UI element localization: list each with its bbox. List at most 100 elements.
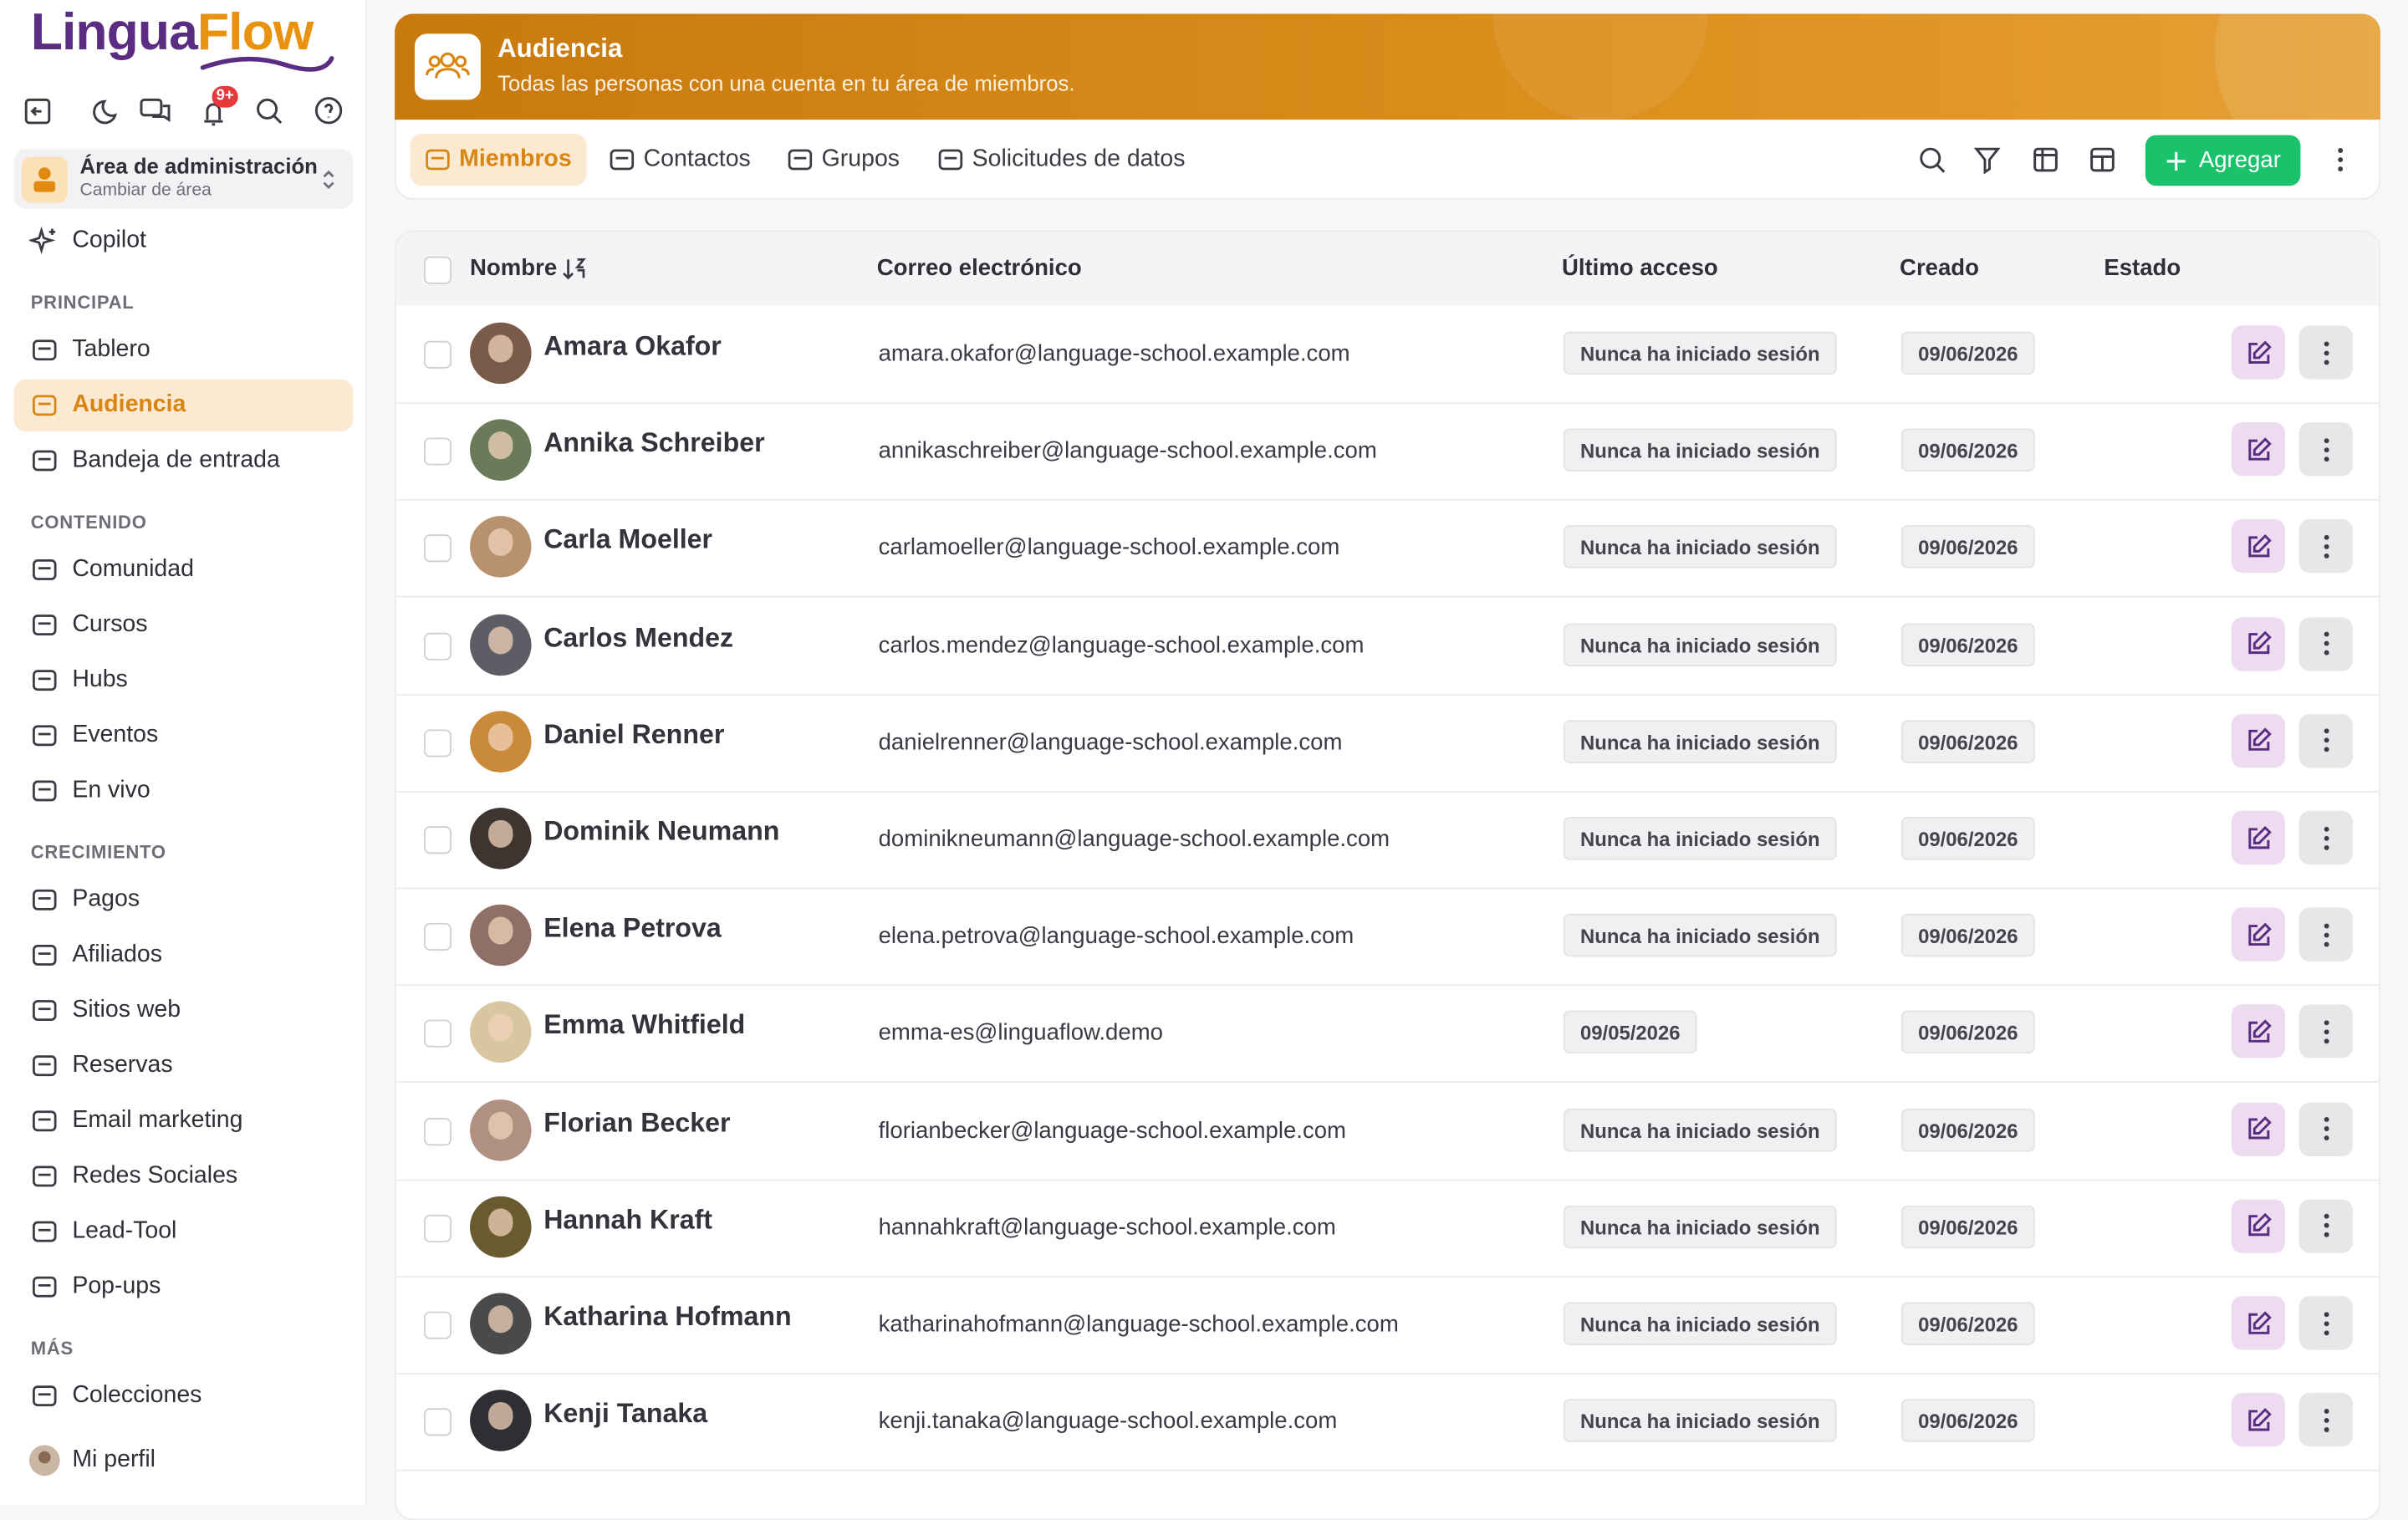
row-checkbox[interactable]: [423, 729, 452, 757]
table-row[interactable]: Hannah Kraft hannahkraft@language-school.…: [395, 1179, 2380, 1278]
nav-item[interactable]: Copilot: [14, 215, 354, 267]
nav-item[interactable]: Reservas: [14, 1039, 354, 1091]
edit-button[interactable]: [2231, 325, 2286, 380]
row-checkbox[interactable]: [423, 923, 452, 951]
nav-item[interactable]: Lead-Tool: [14, 1206, 354, 1257]
table-row[interactable]: Katharina Hofmann katharinahofmann@langua…: [395, 1276, 2380, 1375]
edit-button[interactable]: [2231, 519, 2286, 574]
row-checkbox[interactable]: [423, 1214, 452, 1242]
created-date: 09/06/2026: [1900, 428, 2035, 472]
chevrons: [323, 170, 334, 190]
sort-icon[interactable]: [562, 255, 589, 283]
edit-button[interactable]: [2231, 1199, 2286, 1253]
tab[interactable]: Grupos: [773, 134, 916, 186]
more-button[interactable]: [2298, 1102, 2353, 1156]
more-button[interactable]: [2298, 422, 2353, 477]
nav-item[interactable]: Audiencia: [13, 379, 354, 432]
edit-icon: [2247, 1116, 2271, 1140]
nav-item[interactable]: Pagos: [14, 874, 354, 926]
edit-button[interactable]: [2231, 713, 2286, 768]
nav-item[interactable]: Sitios web: [14, 984, 354, 1036]
more-button[interactable]: [2298, 1393, 2353, 1447]
more-icon: [2323, 728, 2329, 752]
table-row[interactable]: Dominik Neumann dominikneumann@language-s…: [395, 791, 2380, 890]
row-checkbox[interactable]: [423, 1311, 452, 1339]
row-checkbox[interactable]: [423, 826, 452, 854]
table-row[interactable]: Elena Petrova elena.petrova@language-scho…: [395, 888, 2380, 987]
table-row[interactable]: Daniel Renner danielrenner@language-schoo…: [395, 694, 2380, 793]
deco: [2214, 13, 2380, 120]
edit-button[interactable]: [2231, 422, 2286, 477]
nav-item[interactable]: Mi perfil: [14, 1435, 354, 1487]
last-access: Nunca ha iniciado sesión: [1563, 428, 1837, 472]
nav-item[interactable]: Redes Sociales: [14, 1150, 354, 1202]
avatar-face: [488, 1111, 513, 1140]
nav-item[interactable]: Colecciones: [14, 1370, 354, 1421]
area-title: Área de administración: [79, 153, 318, 179]
more-button[interactable]: [2298, 907, 2353, 962]
table-row[interactable]: Annika Schreiber annikaschreiber@language…: [395, 403, 2380, 502]
nav-icon: [33, 780, 57, 802]
edit-button[interactable]: [2231, 1393, 2286, 1447]
nav-item[interactable]: Comunidad: [14, 543, 354, 595]
select-all[interactable]: [423, 256, 452, 284]
edit-button[interactable]: [2231, 907, 2286, 962]
more-button[interactable]: [2298, 1199, 2353, 1253]
tab[interactable]: Contactos: [594, 134, 766, 186]
member-name: Daniel Renner: [543, 718, 725, 749]
member-email: amara.okafor@language-school.example.com: [878, 340, 1350, 367]
nav-item[interactable]: Eventos: [14, 710, 354, 762]
more-button[interactable]: [2298, 1296, 2353, 1350]
area-switcher[interactable]: Área de administración Cambiar de área: [13, 149, 354, 209]
edit-button[interactable]: [2231, 810, 2286, 865]
nav-item[interactable]: Afiliados: [14, 929, 354, 981]
add-button[interactable]: Agregar: [2145, 135, 2301, 186]
tab[interactable]: Solicitudes de datos: [923, 134, 1201, 186]
table-row[interactable]: Kenji Tanaka kenji.tanaka@language-school…: [395, 1373, 2380, 1472]
more-button[interactable]: [2298, 325, 2353, 380]
created-date: 09/06/2026: [1900, 817, 2035, 860]
row-checkbox[interactable]: [423, 1020, 452, 1048]
nav-label: Lead-Tool: [72, 1217, 177, 1244]
nav-item[interactable]: Tablero: [14, 324, 354, 376]
avatar: [470, 419, 532, 482]
table-row[interactable]: Amara Okafor amara.okafor@language-school…: [395, 306, 2380, 405]
row-checkbox[interactable]: [423, 437, 452, 466]
row-checkbox[interactable]: [423, 631, 452, 661]
table-row[interactable]: Florian Becker florianbecker@language-sch…: [395, 1082, 2380, 1181]
tab[interactable]: Miembros: [410, 133, 588, 186]
nav-item[interactable]: En vivo: [14, 765, 354, 817]
logo[interactable]: LinguaFlow: [31, 3, 314, 64]
more-button[interactable]: [2298, 1004, 2353, 1059]
table-row[interactable]: Emma Whitfield emma-es@linguaflow.demo 09/…: [395, 985, 2380, 1084]
nav-item[interactable]: Hubs: [14, 654, 354, 706]
edit-button[interactable]: [2231, 1102, 2286, 1156]
edit-button[interactable]: [2231, 1296, 2286, 1350]
member-name: Hannah Kraft: [543, 1203, 713, 1235]
more-menu[interactable]: [2328, 145, 2352, 176]
nav-icon: [33, 1385, 57, 1406]
more-button[interactable]: [2298, 713, 2353, 768]
avatar-face: [488, 1402, 513, 1431]
avatar-face: [488, 625, 513, 654]
edit-button[interactable]: [2231, 1004, 2286, 1059]
edit-button[interactable]: [2231, 616, 2286, 671]
nav-item[interactable]: Bandeja de entrada: [14, 435, 354, 487]
nav-item[interactable]: Email marketing: [14, 1095, 354, 1147]
row-checkbox[interactable]: [423, 340, 452, 369]
nav-item[interactable]: Cursos: [14, 599, 354, 650]
more-button[interactable]: [2298, 810, 2353, 865]
header-subtitle: Todas las personas con una cuenta en tu …: [497, 70, 1075, 95]
more-button[interactable]: [2298, 616, 2353, 671]
row-checkbox[interactable]: [423, 1117, 452, 1145]
more-button[interactable]: [2298, 519, 2353, 574]
nav-label: Cursos: [72, 611, 148, 638]
row-checkbox[interactable]: [423, 1408, 452, 1436]
deco: [1492, 13, 1708, 120]
table-row[interactable]: Carla Moeller carlamoeller@language-schoo…: [395, 500, 2380, 599]
column-header: Creado: [1900, 254, 1979, 282]
nav-item[interactable]: Pop-ups: [14, 1261, 354, 1313]
nav-heading: CRECIMIENTO: [30, 841, 166, 864]
row-checkbox[interactable]: [423, 534, 452, 563]
table-row[interactable]: Carlos Mendez carlos.mendez@language-scho…: [395, 597, 2380, 696]
